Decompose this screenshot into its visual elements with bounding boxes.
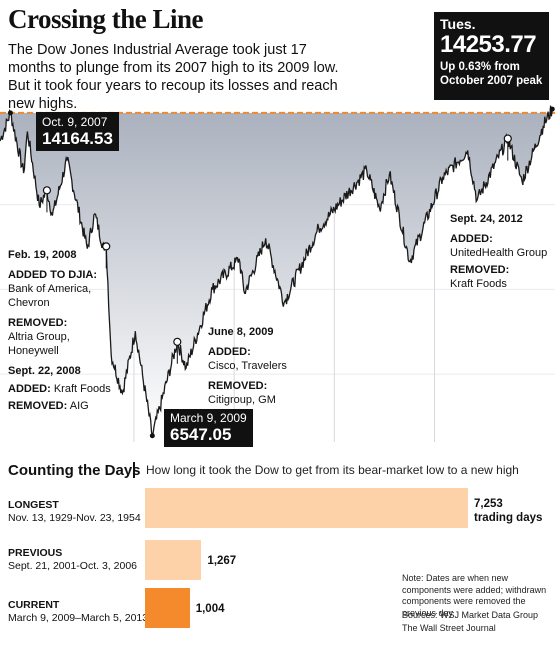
row-label-previous: PREVIOUS Sept. 21, 2001-Oct. 3, 2006 <box>8 547 137 573</box>
unit-label: trading days <box>474 512 543 524</box>
title-separator <box>133 462 135 478</box>
bar-previous <box>145 540 202 580</box>
ann-date: June 8, 2009 <box>208 326 274 338</box>
bar-value-longest: 7,253 trading days <box>474 497 542 525</box>
high-date: Oct. 9, 2007 <box>42 115 108 129</box>
row-category: LONGEST <box>8 499 59 511</box>
callout-change-1: Up 0.63% from <box>440 61 520 73</box>
ann-removed-head: REMOVED: <box>208 380 268 392</box>
days-section-subtitle: How long it took the Dow to get from its… <box>146 463 519 477</box>
current-value-callout: Tues. 14253.77 Up 0.63% from October 200… <box>434 12 549 100</box>
callout-day: Tues. <box>440 16 476 32</box>
value-label: 7,253 <box>474 498 503 510</box>
ann-date: Sept. 22, 2008 <box>8 365 81 377</box>
component-change-marker <box>102 242 111 251</box>
row-period: March 9, 2009–March 5, 2013 <box>8 612 149 624</box>
ann-added-head: ADDED: <box>8 383 51 395</box>
low-callout: March 9, 2009 6547.05 <box>164 409 253 447</box>
callout-change-2: October 2007 peak <box>440 75 543 87</box>
low-date: March 9, 2009 <box>170 411 247 425</box>
high-callout: Oct. 9, 2007 14164.53 <box>36 112 119 151</box>
row-category: CURRENT <box>8 599 60 611</box>
bar-value-previous: 1,267 <box>207 554 236 568</box>
drawdown-area <box>0 105 553 436</box>
ann-added: Bank of America, Chevron <box>8 283 92 309</box>
annotation-jun-2009: June 8, 2009 ADDED: Cisco, Travelers REM… <box>208 325 318 407</box>
days-section-title: Counting the Days <box>8 462 141 479</box>
row-period: Nov. 13, 1929-Nov. 23, 1954 <box>8 512 141 524</box>
chart-title: Crossing the Line <box>8 4 204 34</box>
ann-removed-head: REMOVED: <box>8 317 68 329</box>
component-change-marker <box>173 337 182 346</box>
ann-removed-head: REMOVED: <box>8 400 68 412</box>
row-label-longest: LONGEST Nov. 13, 1929-Nov. 23, 1954 <box>8 499 141 525</box>
ann-added-head: ADDED: <box>450 233 493 245</box>
ann-removed-head: REMOVED: <box>450 264 510 276</box>
annotation-sep-2008: Sept. 22, 2008 ADDED: Kraft Foods REMOVE… <box>8 364 138 413</box>
ann-date: Sept. 24, 2012 <box>450 213 523 225</box>
ann-removed: Citigroup, GM <box>208 394 276 406</box>
bar-value-current: 1,004 <box>196 602 225 616</box>
chart-subtitle: The Dow Jones Industrial Average took ju… <box>8 42 339 112</box>
component-change-marker <box>503 134 512 143</box>
callout-point <box>7 110 13 116</box>
ann-date: Feb. 19, 2008 <box>8 249 77 261</box>
row-period: Sept. 21, 2001-Oct. 3, 2006 <box>8 560 138 572</box>
credit-line: The Wall Street Journal <box>402 623 496 633</box>
ann-added-head: ADDED: <box>208 346 251 358</box>
callout-point <box>549 106 555 112</box>
row-label-current: CURRENT March 9, 2009–March 5, 2013 <box>8 599 148 625</box>
callout-value: 14253.77 <box>440 31 537 58</box>
source-line: Sources: WSJ Market Data Group <box>402 610 539 620</box>
row-category: PREVIOUS <box>8 547 63 559</box>
low-value: 6547.05 <box>170 425 232 444</box>
bar-current <box>145 588 190 628</box>
ann-added: Cisco, Travelers <box>208 360 287 372</box>
ann-removed: Altria Group, Honeywell <box>8 331 70 357</box>
value-label: 1,004 <box>195 603 225 615</box>
bar-longest <box>145 488 468 528</box>
annotation-feb-2008: Feb. 19, 2008 ADDED TO DJIA: Bank of Ame… <box>8 248 108 358</box>
component-change-marker <box>42 186 52 195</box>
annotation-sep-2012: Sept. 24, 2012 ADDED: UnitedHealth Group… <box>450 212 555 291</box>
ann-removed: Kraft Foods <box>450 278 507 290</box>
ann-removed: AIG <box>69 400 89 412</box>
value-label: 1,267 <box>207 555 237 567</box>
callout-point <box>149 433 155 439</box>
ann-added-head: ADDED TO DJIA: <box>8 269 98 281</box>
ann-added: UnitedHealth Group <box>450 247 548 259</box>
ann-added: Kraft Foods <box>53 383 111 395</box>
dow-series-line <box>0 105 553 436</box>
footnote: Note: Dates are when new components were… <box>402 573 547 618</box>
high-value: 14164.53 <box>42 129 113 148</box>
